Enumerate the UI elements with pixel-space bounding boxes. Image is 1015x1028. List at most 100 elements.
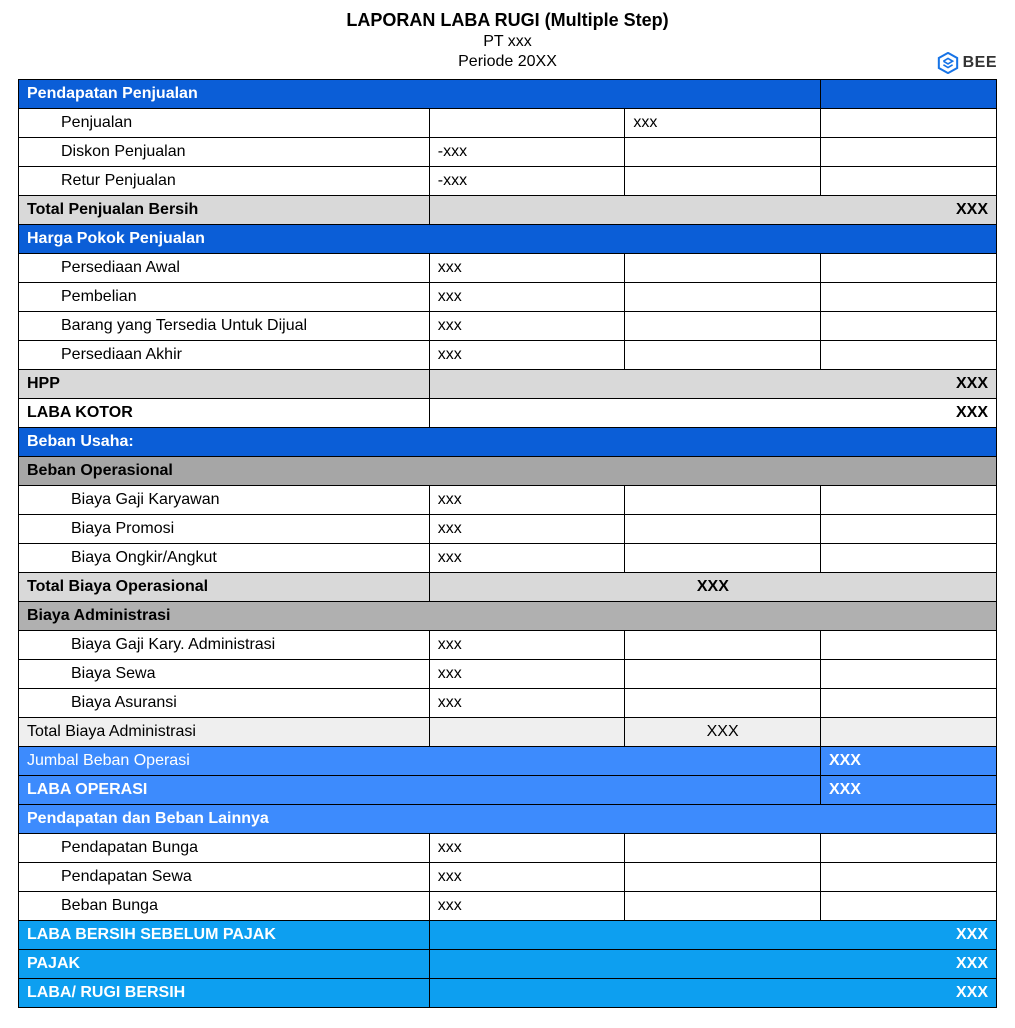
row-col3: xxx (625, 109, 821, 138)
row-col2: xxx (429, 341, 625, 370)
row-col2 (429, 109, 625, 138)
footer-value: XXX (429, 921, 996, 950)
data-row: Biaya Ongkir/Angkut xxx (19, 544, 997, 573)
row-col2: xxx (429, 631, 625, 660)
data-row: Barang yang Tersedia Untuk Dijual xxx (19, 312, 997, 341)
row-col2: -xxx (429, 138, 625, 167)
data-row: Biaya Gaji Kary. Administrasi xxx (19, 631, 997, 660)
footer-row: LABA BERSIH SEBELUM PAJAK XXX (19, 921, 997, 950)
data-row: Pendapatan Sewa xxx (19, 863, 997, 892)
subsection-header-row: Beban Operasional (19, 457, 997, 486)
section-empty (820, 80, 996, 109)
total-value: XXX (429, 196, 996, 225)
row-col3 (625, 138, 821, 167)
row-col2: xxx (429, 689, 625, 718)
row-label: Retur Penjualan (19, 167, 430, 196)
row-label: Biaya Ongkir/Angkut (19, 544, 430, 573)
row-label: Pendapatan Bunga (19, 834, 430, 863)
data-row: Biaya Asuransi xxx (19, 689, 997, 718)
row-col4 (820, 283, 996, 312)
total-label: Total Biaya Operasional (19, 573, 430, 602)
row-label: Pembelian (19, 283, 430, 312)
total-label: Total Penjualan Bersih (19, 196, 430, 225)
row-col2: xxx (429, 834, 625, 863)
company-name: PT xxx (18, 33, 997, 51)
laba-kotor-row: LABA KOTOR XXX (19, 399, 997, 428)
data-row: Pendapatan Bunga xxx (19, 834, 997, 863)
footer-row: PAJAK XXX (19, 950, 997, 979)
row-col3 (625, 834, 821, 863)
jumlah-beban-label: Jumbal Beban Operasi (19, 747, 821, 776)
hpp-value: XXX (429, 370, 996, 399)
subsection-title: Beban Operasional (19, 457, 997, 486)
total-value: XXX (429, 573, 996, 602)
row-col3 (625, 341, 821, 370)
row-col2: -xxx (429, 167, 625, 196)
laba-operasi-value: XXX (820, 776, 996, 805)
section-title: Harga Pokok Penjualan (19, 225, 997, 254)
row-label: Barang yang Tersedia Untuk Dijual (19, 312, 430, 341)
row-col4 (820, 631, 996, 660)
laba-kotor-value: XXX (429, 399, 996, 428)
income-statement-table: Pendapatan Penjualan Penjualan xxx Disko… (18, 79, 997, 1008)
footer-value: XXX (429, 979, 996, 1008)
row-col3 (625, 312, 821, 341)
row-col3 (625, 167, 821, 196)
row-col3 (625, 689, 821, 718)
row-col4 (820, 109, 996, 138)
row-col2: xxx (429, 660, 625, 689)
data-row: Biaya Gaji Karyawan xxx (19, 486, 997, 515)
row-label: Penjualan (19, 109, 430, 138)
row-col4 (820, 167, 996, 196)
footer-label: LABA BERSIH SEBELUM PAJAK (19, 921, 430, 950)
row-label: Persediaan Awal (19, 254, 430, 283)
row-col4 (820, 834, 996, 863)
row-label: Biaya Sewa (19, 660, 430, 689)
total-row: Total Penjualan Bersih XXX (19, 196, 997, 225)
bee-logo-text: BEE (963, 54, 997, 72)
jumlah-beban-value: XXX (820, 747, 996, 776)
section-header-row: Harga Pokok Penjualan (19, 225, 997, 254)
section-header-row: Pendapatan Penjualan (19, 80, 997, 109)
data-row: Pembelian xxx (19, 283, 997, 312)
laba-kotor-label: LABA KOTOR (19, 399, 430, 428)
section-title: Beban Usaha: (19, 428, 997, 457)
report-header: LAPORAN LABA RUGI (Multiple Step) PT xxx… (18, 10, 997, 71)
footer-label: PAJAK (19, 950, 430, 979)
row-label: Diskon Penjualan (19, 138, 430, 167)
row-label: Biaya Promosi (19, 515, 430, 544)
row-col3 (625, 892, 821, 921)
row-col3 (625, 486, 821, 515)
row-col4 (820, 341, 996, 370)
row-col2: xxx (429, 515, 625, 544)
footer-value: XXX (429, 950, 996, 979)
row-col3 (625, 515, 821, 544)
jumlah-beban-row: Jumbal Beban Operasi XXX (19, 747, 997, 776)
laba-operasi-label: LABA OPERASI (19, 776, 821, 805)
laba-operasi-row: LABA OPERASI XXX (19, 776, 997, 805)
data-row: Biaya Promosi xxx (19, 515, 997, 544)
row-col2: xxx (429, 892, 625, 921)
row-col2: xxx (429, 486, 625, 515)
row-col3 (625, 254, 821, 283)
data-row: Penjualan xxx (19, 109, 997, 138)
row-col2: xxx (429, 254, 625, 283)
total-row: Total Biaya Operasional XXX (19, 573, 997, 602)
row-col4 (820, 689, 996, 718)
row-col4 (820, 892, 996, 921)
row-label: Biaya Asuransi (19, 689, 430, 718)
data-row: Diskon Penjualan -xxx (19, 138, 997, 167)
row-col4 (820, 254, 996, 283)
total-col4 (820, 718, 996, 747)
data-row: Persediaan Akhir xxx (19, 341, 997, 370)
total-col2 (429, 718, 625, 747)
row-col2: xxx (429, 283, 625, 312)
row-col4 (820, 486, 996, 515)
data-row: Beban Bunga xxx (19, 892, 997, 921)
row-col4 (820, 544, 996, 573)
row-col4 (820, 515, 996, 544)
bee-logo: BEE (937, 52, 997, 74)
row-label: Biaya Gaji Karyawan (19, 486, 430, 515)
section-title: Pendapatan Penjualan (19, 80, 821, 109)
row-label: Biaya Gaji Kary. Administrasi (19, 631, 430, 660)
